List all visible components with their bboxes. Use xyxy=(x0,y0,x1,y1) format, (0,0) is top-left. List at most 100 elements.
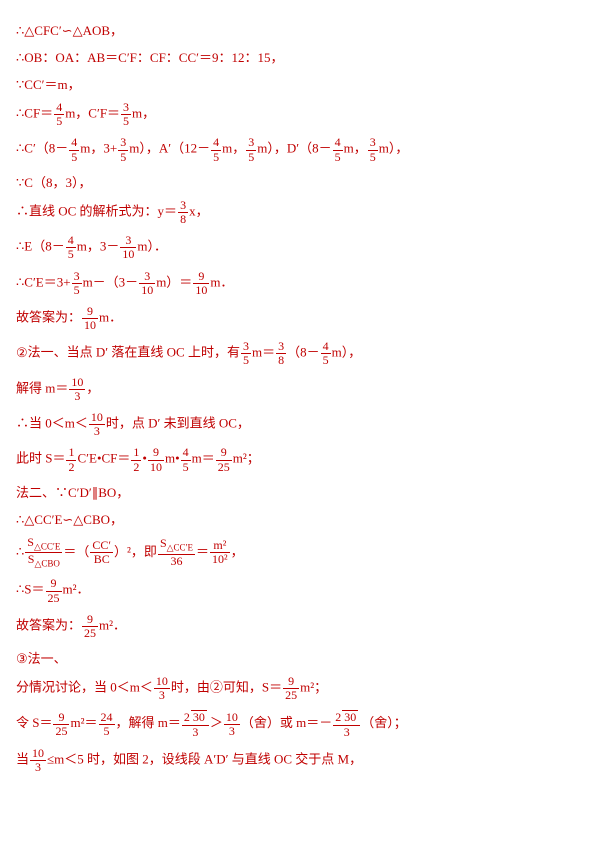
text: ， xyxy=(231,544,244,559)
frac-s-ratio: S△CC′ES△CBO xyxy=(25,536,62,570)
frac-3-5: 35 xyxy=(121,101,131,128)
frac-9-10: 910 xyxy=(193,270,209,297)
frac-10-3: 103 xyxy=(154,675,170,702)
method1-d-on-oc: ②法一、当点 D′ 落在直线 OC 上时，有35m＝38（8－45m）， xyxy=(16,340,582,367)
text: ∴CF＝ xyxy=(16,106,53,121)
step-cc-eq-m: ∵CC′＝m， xyxy=(16,74,582,93)
frac-1-2: 12 xyxy=(131,446,141,473)
frac-3-5: 35 xyxy=(118,136,128,163)
text: ∴直线 OC 的解析式为：y＝ xyxy=(16,203,177,218)
part3-method1: ③法一、 xyxy=(16,648,582,667)
text: 令 S＝ xyxy=(16,716,52,731)
text: 解得 m＝ xyxy=(16,380,68,395)
text: ∴C′E＝3+ xyxy=(16,274,71,289)
frac-9-10: 910 xyxy=(82,305,98,332)
step-coords: ∴C′（8－45m，3+35m），A′（12－45m，35m），D′（8－45m… xyxy=(16,136,582,163)
step-e-coord: ∴E（8－45m，3－310m）． xyxy=(16,234,582,261)
text: m，3－ xyxy=(77,239,120,254)
frac-9-25: 925 xyxy=(46,577,62,604)
frac-s-36: S△CC′E36 xyxy=(158,537,195,567)
frac-4-5: 45 xyxy=(211,136,221,163)
step-c-coord: ∵C（8，3）， xyxy=(16,172,582,191)
text: m²； xyxy=(300,680,327,695)
text: m． xyxy=(210,274,233,289)
text: ， xyxy=(86,380,99,395)
range-m: ∴当 0＜m＜103时，点 D′ 未到直线 OC， xyxy=(16,411,582,438)
frac-9-10: 910 xyxy=(148,446,164,473)
frac-4-5: 45 xyxy=(333,136,343,163)
frac-4-5: 45 xyxy=(69,136,79,163)
text: m－（3－ xyxy=(83,274,139,289)
frac-3-8: 38 xyxy=(276,340,286,367)
text: ≤m＜5 时，如图 2，设线段 A′D′ 与直线 OC 交于点 M， xyxy=(47,751,362,766)
frac-4-5: 45 xyxy=(321,340,331,367)
text: 法一、当点 D′ 落在直线 OC 上时，有 xyxy=(28,345,240,360)
text: m， xyxy=(222,141,245,156)
frac-10-3: 103 xyxy=(30,747,46,774)
text: m），A′（12－ xyxy=(129,141,210,156)
answer-1: 故答案为：910m． xyxy=(16,305,582,332)
text: ，解得 m＝ xyxy=(116,716,181,731)
text: 故答案为： xyxy=(16,617,81,632)
frac-9-25: 925 xyxy=(53,711,69,738)
text: ∴C′（8－ xyxy=(16,141,68,156)
text: ＝（ xyxy=(63,544,89,559)
text: • xyxy=(142,451,147,466)
text: x， xyxy=(189,203,209,218)
frac-2sqrt30-3: 2303 xyxy=(182,710,209,738)
part3-cases: 分情况讨论，当 0＜m＜103时，由②可知，S＝925m²； xyxy=(16,675,582,702)
frac-3-10: 310 xyxy=(139,270,155,297)
method2-result: ∴S＝925m²． xyxy=(16,577,582,604)
text: m），D′（8－ xyxy=(257,141,331,156)
solve-m: 解得 m＝103， xyxy=(16,376,582,403)
frac-9-25: 925 xyxy=(283,675,299,702)
frac-m2-100: m²10² xyxy=(210,539,230,566)
text: m²． xyxy=(63,582,90,597)
text: 时，由②可知，S＝ xyxy=(171,680,282,695)
text: ＝ xyxy=(196,544,209,559)
text: m²； xyxy=(233,451,260,466)
frac-10-3: 103 xyxy=(224,711,240,738)
step-ce-value: ∴C′E＝3+35m－（3－310m）＝910m． xyxy=(16,270,582,297)
text: 时，点 D′ 未到直线 OC， xyxy=(106,416,250,431)
text: ∴ xyxy=(16,544,24,559)
frac-2sqrt30-3-neg: 2303 xyxy=(333,710,360,738)
text: 分情况讨论，当 0＜m＜ xyxy=(16,680,153,695)
text: m）， xyxy=(379,141,409,156)
text: m， xyxy=(132,106,155,121)
text: 当 xyxy=(16,751,29,766)
frac-3-5: 35 xyxy=(368,136,378,163)
text: C′E•CF＝ xyxy=(77,451,130,466)
frac-3-10: 310 xyxy=(120,234,136,261)
method2-ratio: ∴S△CC′ES△CBO＝（CC′BC）²，即S△CC′E36＝m²10²， xyxy=(16,536,582,570)
text: m＝ xyxy=(252,345,275,360)
frac-3-8: 38 xyxy=(178,199,188,226)
frac-9-25: 925 xyxy=(216,446,232,473)
text: ∴E（8－ xyxy=(16,239,65,254)
method2-parallel: 法二、∵C′D′∥BO， xyxy=(16,482,582,501)
frac-4-5: 45 xyxy=(54,101,64,128)
text: 法一、 xyxy=(28,651,67,666)
step-ratio: ∴OB：OA：AB＝C′F：CF：CC′＝9：12：15， xyxy=(16,47,582,66)
text: m＝ xyxy=(192,451,215,466)
part3-case2: 当103≤m＜5 时，如图 2，设线段 A′D′ 与直线 OC 交于点 M， xyxy=(16,747,582,774)
circle-3-icon: ③ xyxy=(16,651,28,667)
text: ∴S＝ xyxy=(16,582,45,597)
frac-10-3: 103 xyxy=(69,376,85,403)
text: 此时 S＝ xyxy=(16,451,65,466)
text: m• xyxy=(165,451,180,466)
text: m，C′F＝ xyxy=(65,106,120,121)
text: ∴当 0＜m＜ xyxy=(16,416,88,431)
part3-solve: 令 S＝925m²＝245，解得 m＝2303＞103（舍）或 m＝－2303（… xyxy=(16,710,582,738)
text: ）²，即 xyxy=(114,544,157,559)
text: m）． xyxy=(137,239,167,254)
frac-3-5: 35 xyxy=(241,340,251,367)
frac-4-5: 45 xyxy=(66,234,76,261)
step-line-oc: ∴直线 OC 的解析式为：y＝38x， xyxy=(16,199,582,226)
text: m²＝ xyxy=(70,716,97,731)
text: （舍）或 m＝－ xyxy=(241,716,332,731)
frac-cc-bc: CC′BC xyxy=(90,539,113,566)
text: m²． xyxy=(99,617,126,632)
area-s: 此时 S＝12C′E•CF＝12•910m•45m＝925m²； xyxy=(16,446,582,473)
step-cf-value: ∴CF＝45m，C′F＝35m， xyxy=(16,101,582,128)
